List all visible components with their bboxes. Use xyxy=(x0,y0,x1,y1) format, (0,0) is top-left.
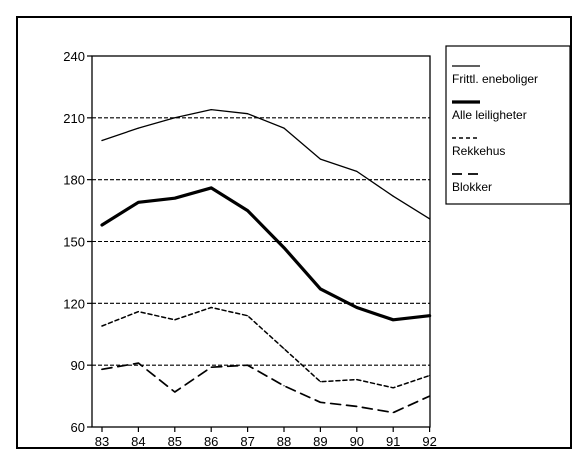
y-tick-label-240: 240 xyxy=(63,49,85,64)
point-frittl-eneboliger-90 xyxy=(356,170,358,173)
point-rekkehus-84 xyxy=(137,310,139,313)
point-rekkehus-92 xyxy=(429,374,431,377)
point-rekkehus-90 xyxy=(356,378,358,381)
x-tick-label-90: 90 xyxy=(350,434,364,449)
point-rekkehus-89 xyxy=(319,381,321,383)
series-line-blokker xyxy=(101,362,431,414)
point-alle-leiligheter-88 xyxy=(283,247,285,249)
point-blokker-90 xyxy=(356,405,358,407)
y-tick-label-120: 120 xyxy=(63,296,85,311)
point-blokker-85 xyxy=(174,391,176,393)
point-rekkehus-86 xyxy=(210,306,212,309)
x-tick-label-87: 87 xyxy=(240,434,254,449)
x-tick-label-89: 89 xyxy=(313,434,327,449)
x-tick-label-84: 84 xyxy=(131,434,145,449)
point-frittl-eneboliger-85 xyxy=(174,117,176,119)
y-tick-label-90: 90 xyxy=(71,358,85,373)
point-alle-leiligheter-90 xyxy=(356,306,358,309)
point-frittl-eneboliger-87 xyxy=(247,113,249,115)
series-line-alle-leiligheter xyxy=(100,186,432,322)
series-line-rekkehus xyxy=(101,306,431,389)
x-tick-label-86: 86 xyxy=(204,434,218,449)
point-rekkehus-87 xyxy=(247,315,249,317)
y-tick-label-150: 150 xyxy=(63,235,85,250)
y-tick-label-180: 180 xyxy=(63,173,85,188)
legend-label-rekkehus: Rekkehus xyxy=(452,144,505,158)
grid-layer xyxy=(92,117,430,366)
point-alle-leiligheter-86 xyxy=(210,187,212,189)
series-line-frittl-eneboliger xyxy=(101,108,431,220)
legend-label-alle-leiligheter: Alle leiligheter xyxy=(452,108,527,122)
x-tick-label-88: 88 xyxy=(277,434,291,449)
point-blokker-91 xyxy=(392,411,394,414)
point-blokker-88 xyxy=(283,385,285,387)
x-tick-label-91: 91 xyxy=(386,434,400,449)
point-alle-leiligheter-89 xyxy=(319,288,321,290)
x-tick-label-92: 92 xyxy=(422,434,436,449)
x-tick-label-85: 85 xyxy=(168,434,182,449)
point-blokker-92 xyxy=(429,395,431,397)
point-alle-leiligheter-92 xyxy=(429,315,431,317)
point-frittl-eneboliger-84 xyxy=(137,127,139,129)
point-rekkehus-83 xyxy=(101,325,103,327)
point-rekkehus-85 xyxy=(174,319,176,321)
point-frittl-eneboliger-92 xyxy=(429,218,431,220)
series-layer xyxy=(100,108,432,414)
point-frittl-eneboliger-86 xyxy=(210,108,212,111)
point-blokker-84 xyxy=(137,362,139,364)
point-blokker-83 xyxy=(101,368,103,370)
legend-box xyxy=(445,45,571,205)
point-rekkehus-91 xyxy=(392,387,394,389)
point-frittl-eneboliger-91 xyxy=(392,195,394,197)
point-alle-leiligheter-91 xyxy=(392,319,394,321)
axis-layer: 60 90 120 150 180 210 240 83 84 85 86 87 88 89 90 91 92 xyxy=(63,49,437,449)
point-alle-leiligheter-84 xyxy=(137,201,139,203)
point-alle-leiligheter-83 xyxy=(101,224,103,226)
legend-label-frittl-eneboliger: Frittl. eneboliger xyxy=(452,72,538,86)
x-tick-label-83: 83 xyxy=(95,434,109,449)
chart-frame xyxy=(16,16,572,449)
point-rekkehus-88 xyxy=(283,348,285,350)
point-frittl-eneboliger-83 xyxy=(101,139,103,142)
y-tick-label-60: 60 xyxy=(71,420,85,435)
legend: Frittl. eneboliger Alle leiligheter Rekkeh… xyxy=(445,45,571,205)
legend-label-blokker: Blokker xyxy=(452,180,492,194)
point-alle-leiligheter-87 xyxy=(247,209,249,212)
point-blokker-86 xyxy=(210,366,212,368)
point-frittl-eneboliger-89 xyxy=(319,158,321,160)
point-frittl-eneboliger-88 xyxy=(283,127,285,129)
y-tick-label-210: 210 xyxy=(63,111,85,126)
point-blokker-87 xyxy=(247,364,249,366)
point-blokker-89 xyxy=(319,401,321,403)
point-alle-leiligheter-85 xyxy=(174,197,176,199)
